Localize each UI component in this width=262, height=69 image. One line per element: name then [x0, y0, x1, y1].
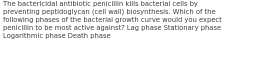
Text: The bactericidal antibiotic penicillin kills bacterial cells by
preventing pepti: The bactericidal antibiotic penicillin k… — [3, 1, 222, 39]
